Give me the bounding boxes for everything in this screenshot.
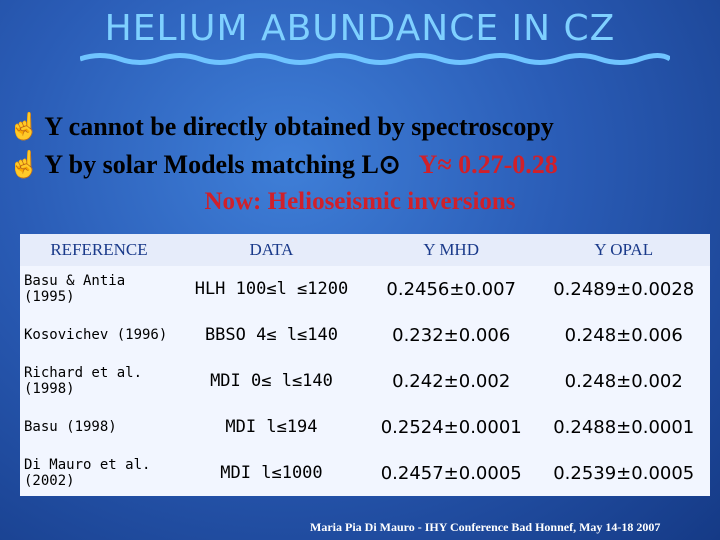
table-cell: MDI l≤194: [225, 417, 318, 437]
table-cell: BBSO 4≤ l≤140: [204, 325, 338, 345]
table-cell: 0.2488±0.0001: [553, 416, 695, 438]
table-cell: 0.232±0.006: [392, 324, 511, 346]
results-table: REFERENCE DATA Y MHD Y OPAL Basu & Antia (19…: [20, 234, 710, 496]
table-cell: 0.2456±0.007: [386, 278, 517, 300]
column-header: REFERENCE: [20, 234, 178, 266]
column-header: Y OPAL: [537, 234, 710, 266]
bullet: ☝ Y by solar Models matching L⊙ Y≈ 0.27-0.…: [8, 150, 558, 179]
table-cell: Basu & Antia (1995): [24, 273, 126, 305]
table-cell: MDI 0≤ l≤140: [210, 371, 333, 391]
bullet-highlight: Y≈ 0.27-0.28: [418, 150, 558, 179]
table-cell: 0.248±0.002: [564, 370, 683, 392]
table-cell: Kosovichev (1996): [24, 327, 168, 343]
table-cell: 0.2489±0.0028: [553, 278, 695, 300]
table-cell: 0.2524±0.0001: [380, 416, 522, 438]
bullet-text: Y by solar Models matching L⊙: [44, 150, 401, 179]
column-header: DATA: [178, 234, 365, 266]
table-cell: 0.2457±0.0005: [380, 462, 522, 484]
table-cell: 0.248±0.006: [564, 324, 683, 346]
table-cell: HLH 100≤l ≤1200: [194, 279, 349, 299]
table-cell: 0.242±0.002: [392, 370, 511, 392]
table-row: Richard et al. (1998) MDI 0≤ l≤140 0.242±0…: [20, 358, 710, 404]
footer: Maria Pia Di Mauro - IHY Conference Bad …: [310, 520, 661, 534]
table-row: Basu & Antia (1995) HLH 100≤l ≤1200 0.2456…: [20, 266, 710, 312]
header-row: REFERENCE DATA Y MHD Y OPAL: [20, 234, 710, 266]
table-cell: Di Mauro et al. (2002): [24, 457, 151, 489]
title-underline: [80, 53, 670, 65]
table-row: Basu (1998) MDI l≤194 0.2524±0.0001 0.2488±…: [20, 404, 710, 450]
table-cell: Basu (1998): [24, 419, 117, 435]
table-row: Kosovichev (1996) BBSO 4≤ l≤140 0.232±0.00…: [20, 312, 710, 358]
table-cell: MDI l≤1000: [220, 463, 323, 483]
bullet-text: Y cannot be directly obtained by spectro…: [44, 112, 554, 141]
note: Now: Helioseismic inversions: [204, 188, 516, 215]
table-cell: 0.2539±0.0005: [553, 462, 695, 484]
slide-title: HELIUM ABUNDANCE IN CZ: [104, 8, 616, 49]
table-cell: Richard et al. (1998): [24, 365, 143, 397]
bullet: ☝ Y cannot be directly obtained by spectr…: [8, 112, 554, 141]
column-header: Y MHD: [364, 234, 538, 266]
table-row: Di Mauro et al. (2002) MDI l≤1000 0.2457±0…: [20, 450, 710, 496]
